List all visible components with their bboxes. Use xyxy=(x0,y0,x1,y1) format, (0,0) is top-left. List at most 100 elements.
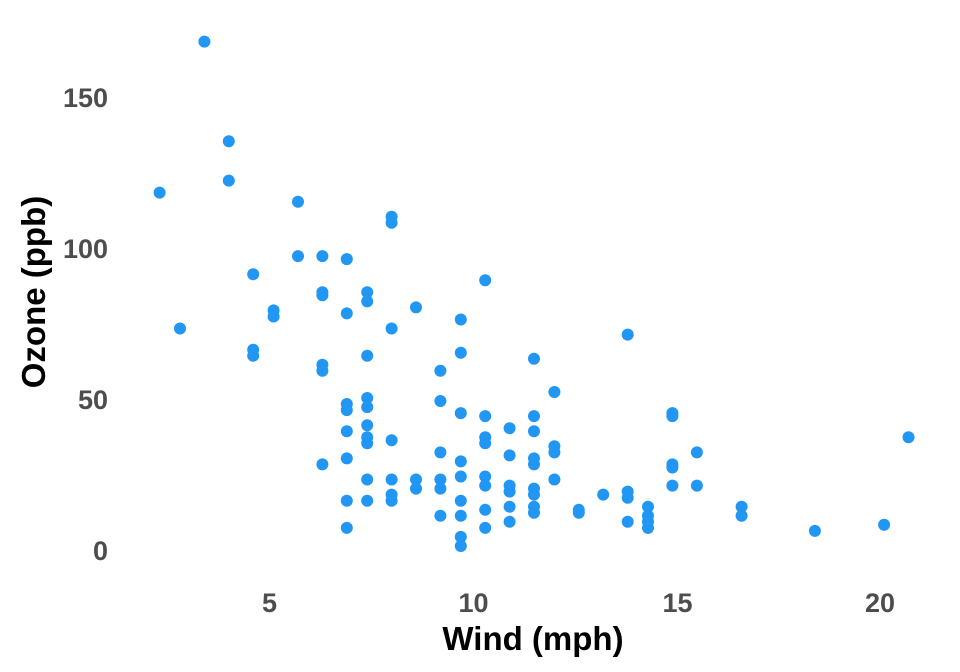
data-point xyxy=(340,404,353,417)
data-point xyxy=(454,470,467,483)
data-point xyxy=(548,446,561,459)
data-point xyxy=(267,310,280,323)
data-point xyxy=(222,174,235,187)
data-point xyxy=(479,274,492,287)
data-point xyxy=(434,509,447,522)
data-point xyxy=(410,473,422,486)
y-tick-label: 150 xyxy=(63,83,108,113)
data-point xyxy=(385,473,398,486)
data-point xyxy=(361,286,374,299)
data-point xyxy=(361,349,374,362)
data-point xyxy=(479,503,492,516)
data-point xyxy=(528,352,540,365)
data-point xyxy=(247,349,260,362)
data-point xyxy=(361,494,374,507)
data-point xyxy=(735,500,748,513)
data-point xyxy=(528,425,540,438)
data-point xyxy=(642,500,654,513)
data-point xyxy=(385,494,398,507)
data-point xyxy=(361,401,374,414)
data-point xyxy=(454,530,467,543)
data-point xyxy=(621,515,634,528)
data-point xyxy=(454,407,467,420)
data-point xyxy=(222,135,235,148)
data-point xyxy=(735,509,748,522)
data-point xyxy=(434,473,447,486)
data-point xyxy=(361,295,374,308)
data-point xyxy=(316,250,329,263)
y-tick-label: 100 xyxy=(63,234,108,264)
data-point xyxy=(690,479,703,492)
data-point xyxy=(454,509,467,522)
data-point xyxy=(454,313,467,326)
data-point xyxy=(434,482,447,495)
y-axis-title: Ozone (ppb) xyxy=(15,196,52,388)
data-point xyxy=(479,470,492,483)
data-point xyxy=(479,410,492,423)
data-point xyxy=(454,540,467,552)
data-point xyxy=(361,419,374,432)
data-point xyxy=(174,322,186,335)
x-tick-label: 15 xyxy=(662,588,692,618)
data-point xyxy=(316,458,329,471)
data-point xyxy=(503,500,516,513)
x-tick-label: 10 xyxy=(458,588,488,618)
data-point xyxy=(454,346,467,359)
data-point xyxy=(385,322,398,335)
data-point xyxy=(597,488,610,501)
data-point xyxy=(528,488,540,501)
data-point xyxy=(528,410,540,423)
data-point xyxy=(621,491,634,504)
data-point xyxy=(454,455,467,468)
data-point xyxy=(666,461,679,474)
y-tick-label: 0 xyxy=(93,536,108,566)
data-point xyxy=(666,410,679,423)
x-axis-title: Wind (mph) xyxy=(442,620,623,657)
data-point xyxy=(292,195,304,208)
data-point xyxy=(340,452,353,465)
data-point xyxy=(340,307,353,320)
data-point xyxy=(385,434,398,447)
data-point xyxy=(385,216,398,229)
data-point xyxy=(198,35,211,48)
data-point xyxy=(503,485,516,498)
x-tick-label: 5 xyxy=(262,588,277,618)
x-axis-tick-labels: 5 10 15 20 xyxy=(262,588,895,618)
data-point xyxy=(434,364,447,377)
data-point xyxy=(361,392,374,404)
data-point xyxy=(621,328,634,341)
x-tick-label: 20 xyxy=(865,588,895,618)
data-point xyxy=(808,524,821,537)
data-point xyxy=(340,521,353,534)
data-point xyxy=(361,437,374,450)
data-point xyxy=(548,473,561,486)
data-point xyxy=(340,253,353,266)
data-point xyxy=(434,395,447,407)
data-point xyxy=(572,506,585,519)
data-point xyxy=(878,518,891,531)
data-point xyxy=(153,186,166,199)
data-point xyxy=(666,479,679,492)
data-point xyxy=(528,458,540,471)
data-point xyxy=(503,515,516,528)
data-point xyxy=(642,521,654,534)
data-point xyxy=(479,521,492,534)
data-point xyxy=(410,301,422,314)
data-point xyxy=(340,494,353,507)
data-point xyxy=(528,506,540,519)
data-point xyxy=(454,494,467,507)
data-point xyxy=(548,386,561,398)
data-point xyxy=(902,431,915,444)
points-layer xyxy=(153,35,915,552)
data-point xyxy=(316,289,329,302)
data-point xyxy=(247,268,260,281)
data-point xyxy=(361,473,374,486)
data-point xyxy=(410,482,422,495)
data-point xyxy=(479,437,492,450)
data-point xyxy=(316,364,329,377)
data-point xyxy=(434,446,447,459)
data-point xyxy=(690,446,703,459)
data-point xyxy=(503,449,516,462)
data-point xyxy=(292,250,304,263)
y-tick-label: 50 xyxy=(78,385,108,415)
